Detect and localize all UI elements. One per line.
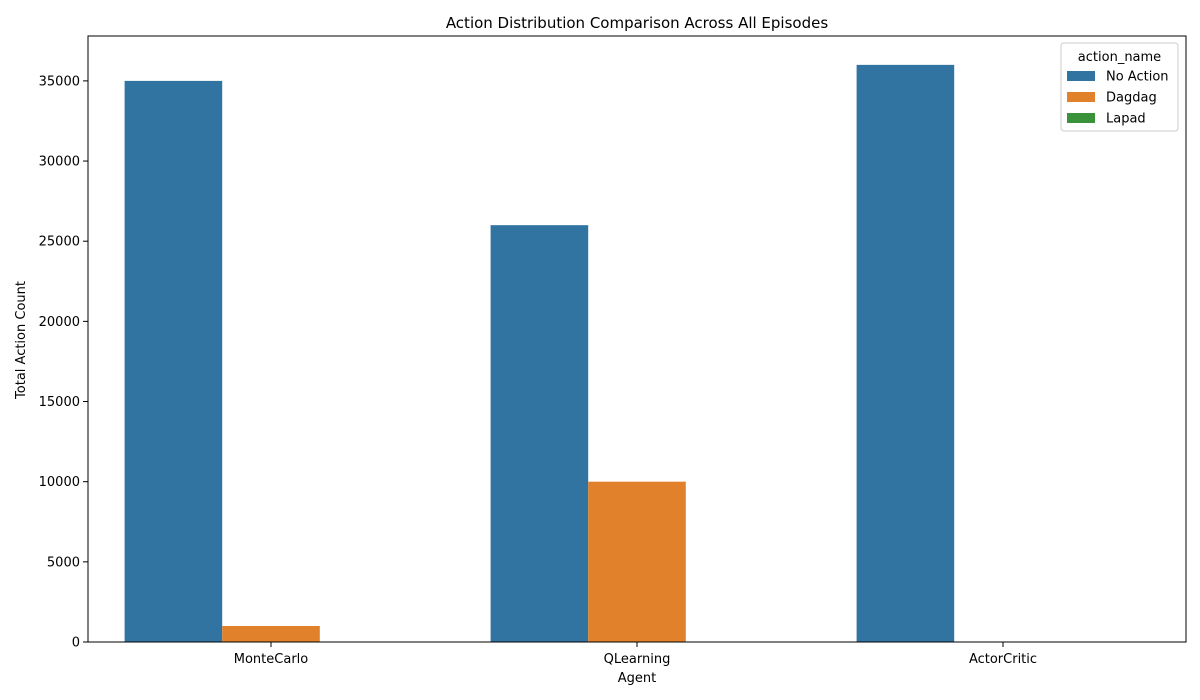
chart-title: Action Distribution Comparison Across Al… — [446, 14, 829, 32]
bar-montecarlo-no-action — [124, 80, 223, 642]
x-axis-label: Agent — [618, 671, 656, 686]
legend-swatch-lapad — [1067, 113, 1095, 123]
legend-label-lapad: Lapad — [1106, 112, 1146, 127]
bar-qlearning-dagdag — [588, 481, 686, 642]
legend: action_name No Action Dagdag Lapad — [1060, 42, 1179, 132]
x-tick-label-montecarlo: MonteCarlo — [234, 652, 309, 667]
axes-layer: 0 5000 10000 15000 20000 25000 30000 35000 Monte… — [39, 35, 1187, 667]
y-tick-label: 35000 — [39, 74, 80, 89]
y-tick-label: 30000 — [39, 155, 80, 170]
plot-frame — [87, 35, 1187, 643]
legend-swatch-no-action — [1067, 71, 1095, 81]
y-tick-label: 0 — [72, 636, 80, 651]
legend-title: action_name — [1078, 50, 1161, 65]
legend-label-dagdag: Dagdag — [1106, 91, 1157, 106]
y-tick-label: 5000 — [47, 555, 80, 570]
y-axis-label: Total Action Count — [14, 281, 29, 400]
bars-layer — [124, 64, 955, 643]
legend-swatch-dagdag — [1067, 92, 1095, 102]
bar-montecarlo-dagdag — [222, 625, 320, 642]
x-tick-label-actorcritic: ActorCritic — [969, 652, 1037, 667]
legend-label-no-action: No Action — [1106, 70, 1169, 85]
y-tick-label: 25000 — [39, 235, 80, 250]
x-tick-label-qlearning: QLearning — [604, 652, 671, 667]
legend-box — [1060, 42, 1179, 132]
y-tick-label: 10000 — [39, 475, 80, 490]
y-tick-label: 20000 — [39, 315, 80, 330]
y-tick-label: 15000 — [39, 395, 80, 410]
bar-qlearning-no-action — [490, 225, 589, 643]
bar-actorcritic-no-action — [856, 64, 955, 643]
